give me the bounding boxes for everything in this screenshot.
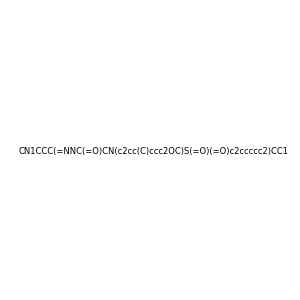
Text: CN1CCC(=NNC(=O)CN(c2cc(C)ccc2OC)S(=O)(=O)c2ccccc2)CC1: CN1CCC(=NNC(=O)CN(c2cc(C)ccc2OC)S(=O)(=O… bbox=[19, 147, 289, 156]
